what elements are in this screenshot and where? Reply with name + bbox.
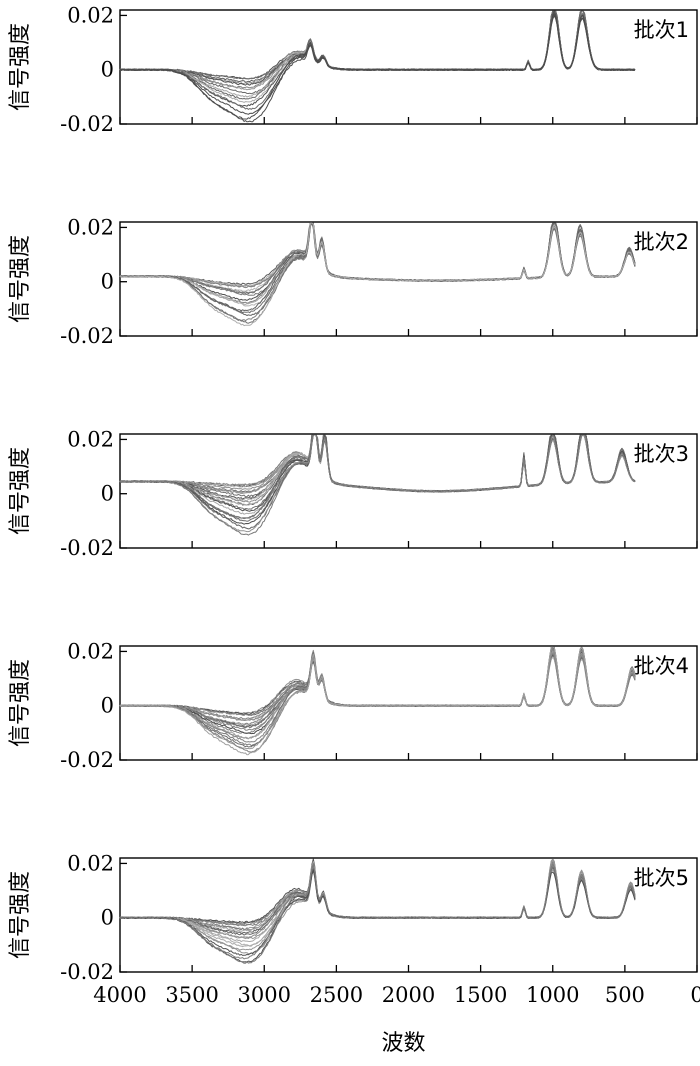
plot-frame-5 [119, 857, 698, 973]
batch-label: 批次2 [634, 230, 689, 254]
spectrum-line [119, 867, 636, 932]
spectrum-line [119, 222, 636, 327]
spectrum-line [119, 865, 636, 960]
spectrum-line [119, 646, 636, 740]
spectrum-line [119, 434, 636, 519]
y-tick-label: 0 [101, 58, 114, 82]
spectrum-line [119, 862, 636, 964]
spectrum-line [119, 860, 636, 951]
spectrum-line [120, 646, 636, 756]
batch-label: 批次4 [634, 654, 689, 678]
y-axis-label: 信号强度 [8, 235, 33, 323]
y-tick-label: 0 [101, 270, 114, 294]
spectrum-line [119, 865, 636, 948]
x-tick-label: 500 [605, 983, 645, 1007]
spectrum-line [119, 648, 636, 753]
y-tick-label: 0.02 [67, 3, 114, 27]
y-tick-label: 0.02 [67, 427, 114, 451]
x-tick-label: 2000 [382, 983, 435, 1007]
spectrum-line [119, 434, 636, 536]
y-tick-label: -0.02 [60, 112, 114, 136]
y-axis-label: 信号强度 [8, 659, 33, 747]
spectrum-line [119, 14, 636, 123]
y-axis-label: 信号强度 [8, 871, 33, 959]
plot-frame-1 [119, 9, 698, 125]
y-tick-label: -0.02 [60, 324, 114, 348]
spectrum-line [119, 434, 636, 510]
y-axis-label: 信号强度 [8, 447, 33, 535]
spectrum-line [119, 434, 636, 515]
x-tick-label: 0 [690, 983, 700, 1007]
spectrum-line [119, 858, 636, 955]
spectrum-line [119, 866, 636, 925]
y-tick-label: 0 [101, 906, 114, 930]
spectrum-line [119, 646, 636, 748]
x-tick-label: 2500 [310, 983, 363, 1007]
batch-label: 批次1 [634, 18, 689, 42]
spectrum-line [119, 434, 636, 493]
spectrum-line [119, 651, 636, 740]
batch-label: 批次3 [634, 442, 689, 466]
x-tick-label: 4000 [93, 983, 146, 1007]
y-tick-label: -0.02 [60, 536, 114, 560]
spectrum-line [119, 434, 635, 520]
spectrum-line [119, 651, 636, 734]
spectrum-line [119, 865, 636, 934]
y-tick-label: 0.02 [67, 851, 114, 875]
y-axis-label: 信号强度 [8, 23, 33, 111]
y-tick-label: 0.02 [67, 639, 114, 663]
spectrum-line [119, 646, 636, 747]
x-tick-label: 3000 [238, 983, 291, 1007]
spectrum-line [119, 434, 636, 522]
spectrum-line [119, 434, 636, 494]
y-tick-label: 0.02 [67, 215, 114, 239]
x-tick-label: 3500 [165, 983, 218, 1007]
spectrum-line [120, 650, 636, 750]
x-tick-label: 1500 [454, 983, 507, 1007]
x-axis-label: 波数 [381, 1031, 425, 1056]
y-tick-label: 0 [101, 694, 114, 718]
y-tick-label: -0.02 [60, 748, 114, 772]
y-tick-label: -0.02 [60, 960, 114, 984]
plot-frame-4 [119, 645, 698, 761]
x-tick-label: 1000 [526, 983, 579, 1007]
y-tick-label: 0 [101, 482, 114, 506]
batch-label: 批次5 [634, 866, 689, 890]
